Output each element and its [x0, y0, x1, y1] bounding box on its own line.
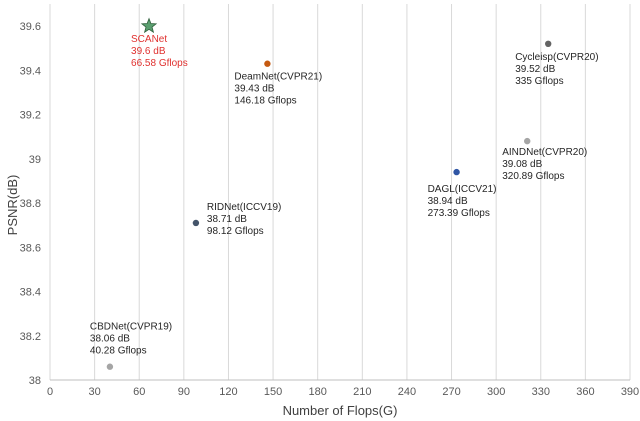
data-label-deamnet-cvpr21-line-1: DeamNet(CVPR21) [234, 72, 322, 83]
data-label-cycleisp-cvpr20: Cycleisp(CVPR20) 39.52 dB 335 Gflops [515, 52, 598, 87]
data-label-cbdnet-cvpr19-line-3: 40.28 Gflops [90, 346, 147, 357]
x-tick-label-210: 210 [353, 386, 371, 398]
y-tick-label-38-6: 38.6 [20, 242, 41, 254]
data-label-cbdnet-cvpr19-line-2: 38.06 dB [90, 334, 130, 345]
point-dagl-iccv21 [453, 168, 460, 176]
y-tick-label-39-2: 39.2 [20, 110, 41, 122]
y-tick-label-38: 38 [29, 375, 41, 387]
point-aindnet-cvpr20 [524, 137, 531, 145]
data-label-ridnet-iccv19: RIDNet(ICCV19) 38.71 dB 98.12 Gflops [207, 202, 281, 237]
point-cycleisp-cvpr20 [545, 40, 552, 48]
data-label-aindnet-cvpr20-line-3: 320.89 Gflops [502, 171, 564, 182]
y-tick-label-38-4: 38.4 [20, 287, 41, 299]
data-label-scanet: SCANet 39.6 dB 66.58 Gflops [131, 34, 188, 69]
data-label-cbdnet-cvpr19: CBDNet(CVPR19) 38.06 dB 40.28 Gflops [90, 322, 172, 357]
point-deamnet-cvpr21 [264, 60, 271, 67]
x-tick-label-300: 300 [487, 386, 505, 398]
data-label-ridnet-iccv19-line-3: 98.12 Gflops [207, 226, 264, 237]
data-label-dagl-iccv21-line-2: 38.94 dB [428, 196, 468, 207]
data-label-ridnet-iccv19-line-1: RIDNet(ICCV19) [207, 202, 281, 213]
data-label-aindnet-cvpr20-line-2: 39.08 dB [502, 159, 542, 170]
x-tick-label-360: 360 [576, 386, 594, 398]
point-cbdnet-cvpr19 [106, 363, 114, 370]
x-tick-label-150: 150 [264, 386, 282, 398]
data-label-deamnet-cvpr21-line-3: 146.18 Gflops [234, 96, 296, 107]
data-label-deamnet-cvpr21: DeamNet(CVPR21) 39.43 dB 146.18 Gflops [234, 72, 322, 107]
y-tick-label-38-2: 38.2 [20, 331, 41, 343]
data-label-aindnet-cvpr20: AINDNet(CVPR20) 39.08 dB 320.89 Gflops [502, 147, 587, 182]
y-tick-label-38-8: 38.8 [20, 198, 41, 210]
data-label-cycleisp-cvpr20-line-1: Cycleisp(CVPR20) [515, 52, 598, 63]
y-tick-label-39-4: 39.4 [20, 65, 41, 77]
data-label-scanet-line-3: 66.58 Gflops [131, 58, 188, 69]
y-tick-label-39-6: 39.6 [20, 21, 41, 33]
data-label-dagl-iccv21-line-1: DAGL(ICCV21) [428, 184, 497, 195]
point-ridnet-iccv19 [192, 219, 200, 227]
x-tick-label-30: 30 [88, 386, 100, 398]
x-tick-labels: 0 30 60 90 120 150 180 210 240 270 300 330 360 390 [47, 386, 639, 398]
x-tick-label-270: 270 [442, 386, 460, 398]
x-tick-label-330: 330 [532, 386, 550, 398]
data-labels: SCANet 39.6 dB 66.58 Gflops DeamNet(CVPR21)… [90, 34, 599, 357]
point-scanet-star [140, 17, 158, 34]
x-tick-label-0: 0 [47, 386, 53, 398]
data-label-aindnet-cvpr20-line-1: AINDNet(CVPR20) [502, 147, 587, 158]
data-label-scanet-line-2: 39.6 dB [131, 46, 166, 57]
data-label-deamnet-cvpr21-line-2: 39.43 dB [234, 84, 274, 95]
data-points [106, 17, 552, 370]
data-label-cbdnet-cvpr19-line-1: CBDNet(CVPR19) [90, 322, 172, 333]
x-tick-label-180: 180 [309, 386, 327, 398]
x-tick-label-60: 60 [133, 386, 145, 398]
data-label-ridnet-iccv19-line-2: 38.71 dB [207, 214, 247, 225]
data-label-dagl-iccv21-line-3: 273.39 Gflops [428, 208, 490, 219]
data-label-scanet-line-1: SCANet [131, 34, 167, 45]
y-axis-title: PSNR(dB) [5, 175, 20, 236]
y-tick-label-39: 39 [29, 154, 41, 166]
x-tick-label-90: 90 [178, 386, 190, 398]
grid-lines [49, 4, 631, 380]
data-label-dagl-iccv21: DAGL(ICCV21) 38.94 dB 273.39 Gflops [428, 184, 497, 219]
x-tick-label-120: 120 [219, 386, 237, 398]
y-tick-labels: 38 38.2 38.4 38.6 38.8 39 39.2 39.4 39.6 [20, 21, 41, 387]
x-tick-label-390: 390 [621, 386, 639, 398]
x-tick-label-240: 240 [398, 386, 416, 398]
data-label-cycleisp-cvpr20-line-2: 39.52 dB [515, 64, 555, 75]
data-label-cycleisp-cvpr20-line-3: 335 Gflops [515, 76, 563, 87]
x-axis-title: Number of Flops(G) [283, 403, 398, 418]
